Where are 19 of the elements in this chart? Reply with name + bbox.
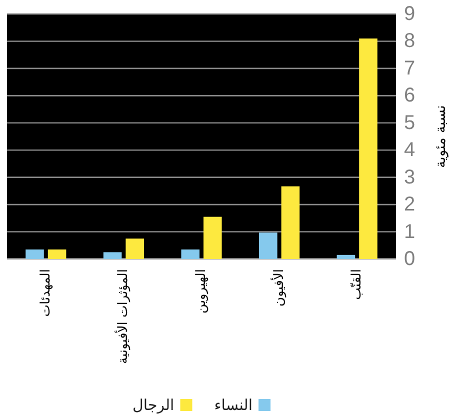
x-tick-label: الهيروين	[194, 269, 209, 314]
y-tick-label: 8	[404, 30, 416, 52]
y-tick-label: 6	[404, 84, 416, 107]
legend: النساء الرجال	[132, 396, 271, 414]
x-tick-label: المهدئات	[38, 269, 54, 317]
y-tick-label: 1	[404, 220, 416, 243]
y-tick-label: 3	[404, 166, 416, 188]
y-tick-label: 9	[404, 3, 416, 25]
y-axis-title: نسبة مئوية	[433, 105, 449, 168]
y-tick-label: 2	[404, 194, 416, 216]
x-tick-label: الأفيون	[270, 269, 287, 306]
legend-label: الرجال	[132, 396, 174, 414]
x-tick-label: المؤثرات الأفيونية	[114, 269, 132, 364]
y-tick-label: 7	[404, 57, 416, 80]
x-tick-label: القنّب	[350, 269, 365, 300]
legend-label: النساء	[214, 396, 253, 414]
y-tick-label: 0	[404, 248, 416, 270]
y-tick-label: 5	[404, 112, 416, 134]
y-tick-label: 4	[404, 139, 416, 162]
